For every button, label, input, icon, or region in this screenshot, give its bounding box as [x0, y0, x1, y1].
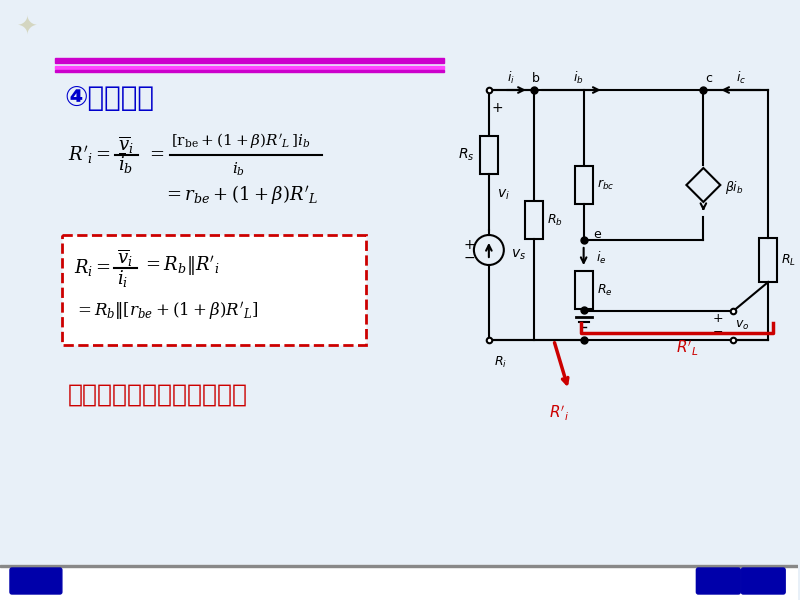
Text: $i_c$: $i_c$ [736, 70, 746, 86]
Text: $i_b$: $i_b$ [574, 70, 584, 86]
Text: +: + [463, 238, 474, 252]
FancyBboxPatch shape [10, 568, 62, 594]
Text: $v_i$: $v_i$ [497, 188, 510, 202]
FancyBboxPatch shape [742, 568, 785, 594]
Text: $= R_b \| [r_{be} + (1+\beta)R'_L]$: $= R_b \| [r_{be} + (1+\beta)R'_L]$ [74, 301, 258, 323]
Text: $R_e$: $R_e$ [597, 283, 612, 298]
Text: $\overline{v}_i$: $\overline{v}_i$ [118, 134, 134, 156]
Text: c: c [705, 71, 712, 85]
Text: $R_b$: $R_b$ [546, 212, 562, 227]
Text: −: − [713, 325, 723, 338]
Bar [480, 136, 498, 174]
Text: $R_s$: $R_s$ [458, 147, 475, 163]
Bar [0, 565, 798, 600]
Text: +: + [491, 101, 502, 115]
Text: $= r_{be} + (1+\beta)R'_L$: $= r_{be} + (1+\beta)R'_L$ [162, 184, 318, 206]
Text: ✦: ✦ [18, 16, 38, 40]
Text: $R_i$: $R_i$ [494, 355, 507, 370]
Text: 下页: 下页 [755, 575, 772, 589]
Text: $\beta i_b$: $\beta i_b$ [726, 179, 744, 196]
Text: $r_{bc}$: $r_{bc}$ [597, 178, 614, 192]
Text: $[\mathrm{r_{be}} + (1+\beta)R'_L\,]i_b$: $[\mathrm{r_{be}} + (1+\beta)R'_L\,]i_b$ [170, 130, 310, 149]
Text: $i_i$: $i_i$ [507, 70, 515, 86]
Text: $v_s$: $v_s$ [511, 248, 526, 262]
Text: +: + [713, 313, 724, 325]
Text: $= $: $= $ [146, 144, 164, 162]
Bar [62, 235, 366, 345]
Text: $R_L$: $R_L$ [781, 253, 796, 268]
Text: $\overline{i}_i$: $\overline{i}_i$ [117, 264, 128, 290]
FancyBboxPatch shape [696, 568, 740, 594]
Text: $\overline{v}_i$: $\overline{v}_i$ [117, 247, 133, 269]
Text: ④输入电阵: ④输入电阵 [65, 84, 155, 112]
Bar [55, 58, 444, 63]
Text: $R'_L$: $R'_L$ [676, 339, 698, 358]
Text: $= R_b \| R'_i$: $= R_b \| R'_i$ [142, 254, 219, 278]
Text: $v_o$: $v_o$ [735, 319, 750, 332]
Text: $i_b$: $i_b$ [233, 160, 246, 178]
Bar [525, 201, 542, 239]
Text: $R_i = $: $R_i = $ [74, 257, 110, 278]
Text: b: b [532, 71, 540, 85]
Bar [574, 166, 593, 204]
Text: e: e [594, 229, 602, 241]
Text: $i_e$: $i_e$ [596, 250, 606, 266]
Bar [55, 70, 444, 72]
Bar [0, 565, 798, 567]
Text: 输入电阵大，且与负载有关: 输入电阵大，且与负载有关 [68, 383, 248, 407]
Text: $R'_i = $: $R'_i = $ [68, 144, 110, 166]
Text: −: − [463, 251, 474, 265]
Bar [574, 271, 593, 309]
Text: $R'_i$: $R'_i$ [549, 404, 569, 424]
Bar [759, 238, 777, 282]
Text: 首页: 首页 [27, 575, 44, 589]
Text: 上页: 上页 [710, 575, 726, 589]
Text: $\overline{i}_b$: $\overline{i}_b$ [118, 150, 133, 176]
Bar [55, 66, 444, 69]
